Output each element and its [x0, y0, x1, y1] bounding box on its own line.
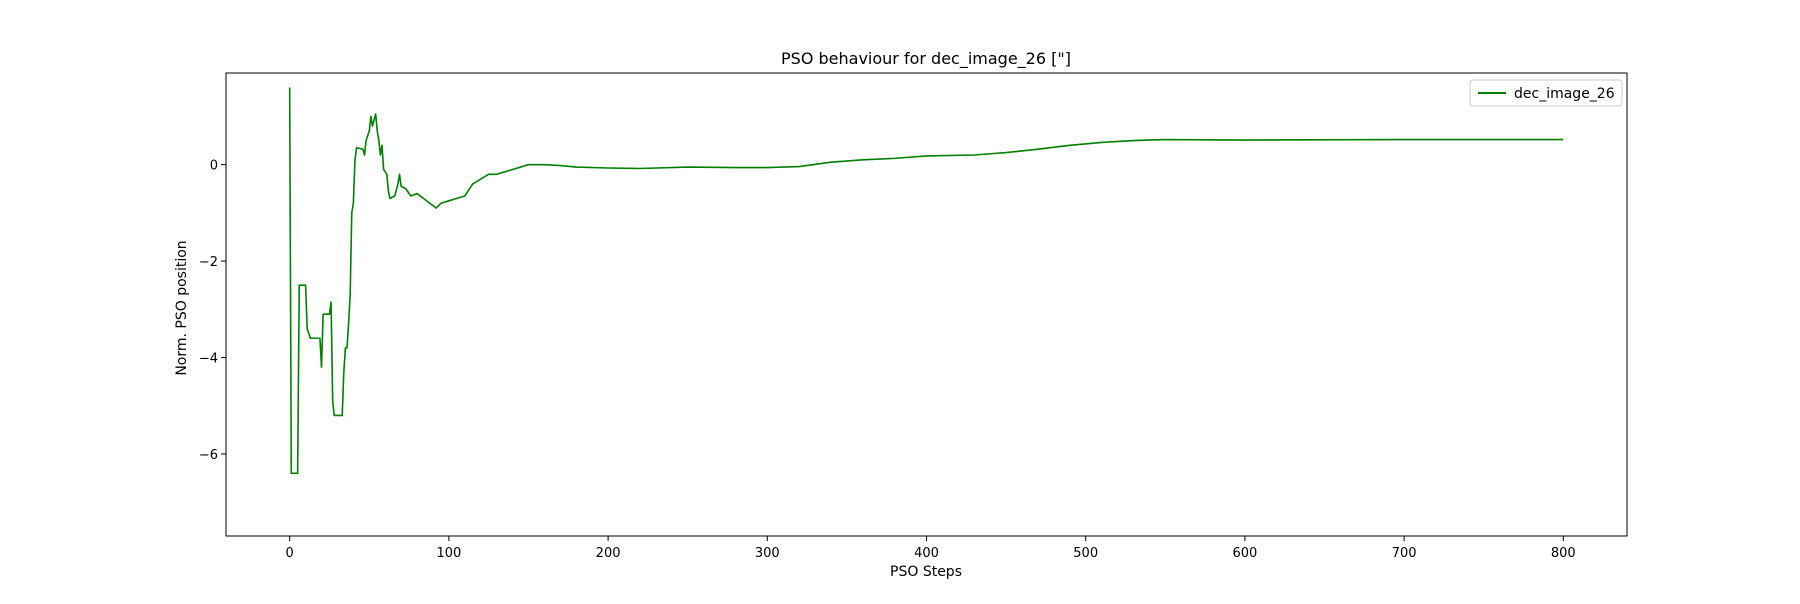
- x-tick-label: 700: [1392, 546, 1417, 561]
- axis-ticks: 0 100 200 300 400 500 600 700 800 0 −2 −4 −6: [199, 159, 1576, 561]
- plot-area: [288, 87, 1564, 475]
- x-tick-label: 0: [286, 546, 294, 561]
- chart-title: PSO behaviour for dec_image_26 ["]: [781, 49, 1071, 69]
- x-tick-label: 200: [596, 546, 621, 561]
- x-tick-label: 300: [755, 546, 780, 561]
- legend-box: [1469, 79, 1623, 107]
- x-axis-label: PSO Steps: [890, 564, 962, 580]
- y-axis-label: Norm. PSO position: [174, 240, 190, 375]
- x-tick-label: 100: [436, 546, 461, 561]
- y-tick-label: 0: [210, 159, 218, 174]
- x-tick-label: 800: [1551, 546, 1576, 561]
- y-tick-label: −2: [199, 255, 218, 270]
- y-tick-label: −6: [199, 448, 218, 463]
- legend: dec_image_26: [1469, 79, 1623, 107]
- x-tick-label: 500: [1073, 546, 1098, 561]
- x-tick-label: 400: [914, 546, 939, 561]
- plot-frame: [225, 72, 1628, 537]
- legend-label-dec-image-26: dec_image_26: [1514, 86, 1615, 102]
- y-tick-label: −4: [199, 352, 218, 367]
- x-tick-label: 600: [1232, 546, 1257, 561]
- series-line-dec-image-26: [288, 87, 1564, 475]
